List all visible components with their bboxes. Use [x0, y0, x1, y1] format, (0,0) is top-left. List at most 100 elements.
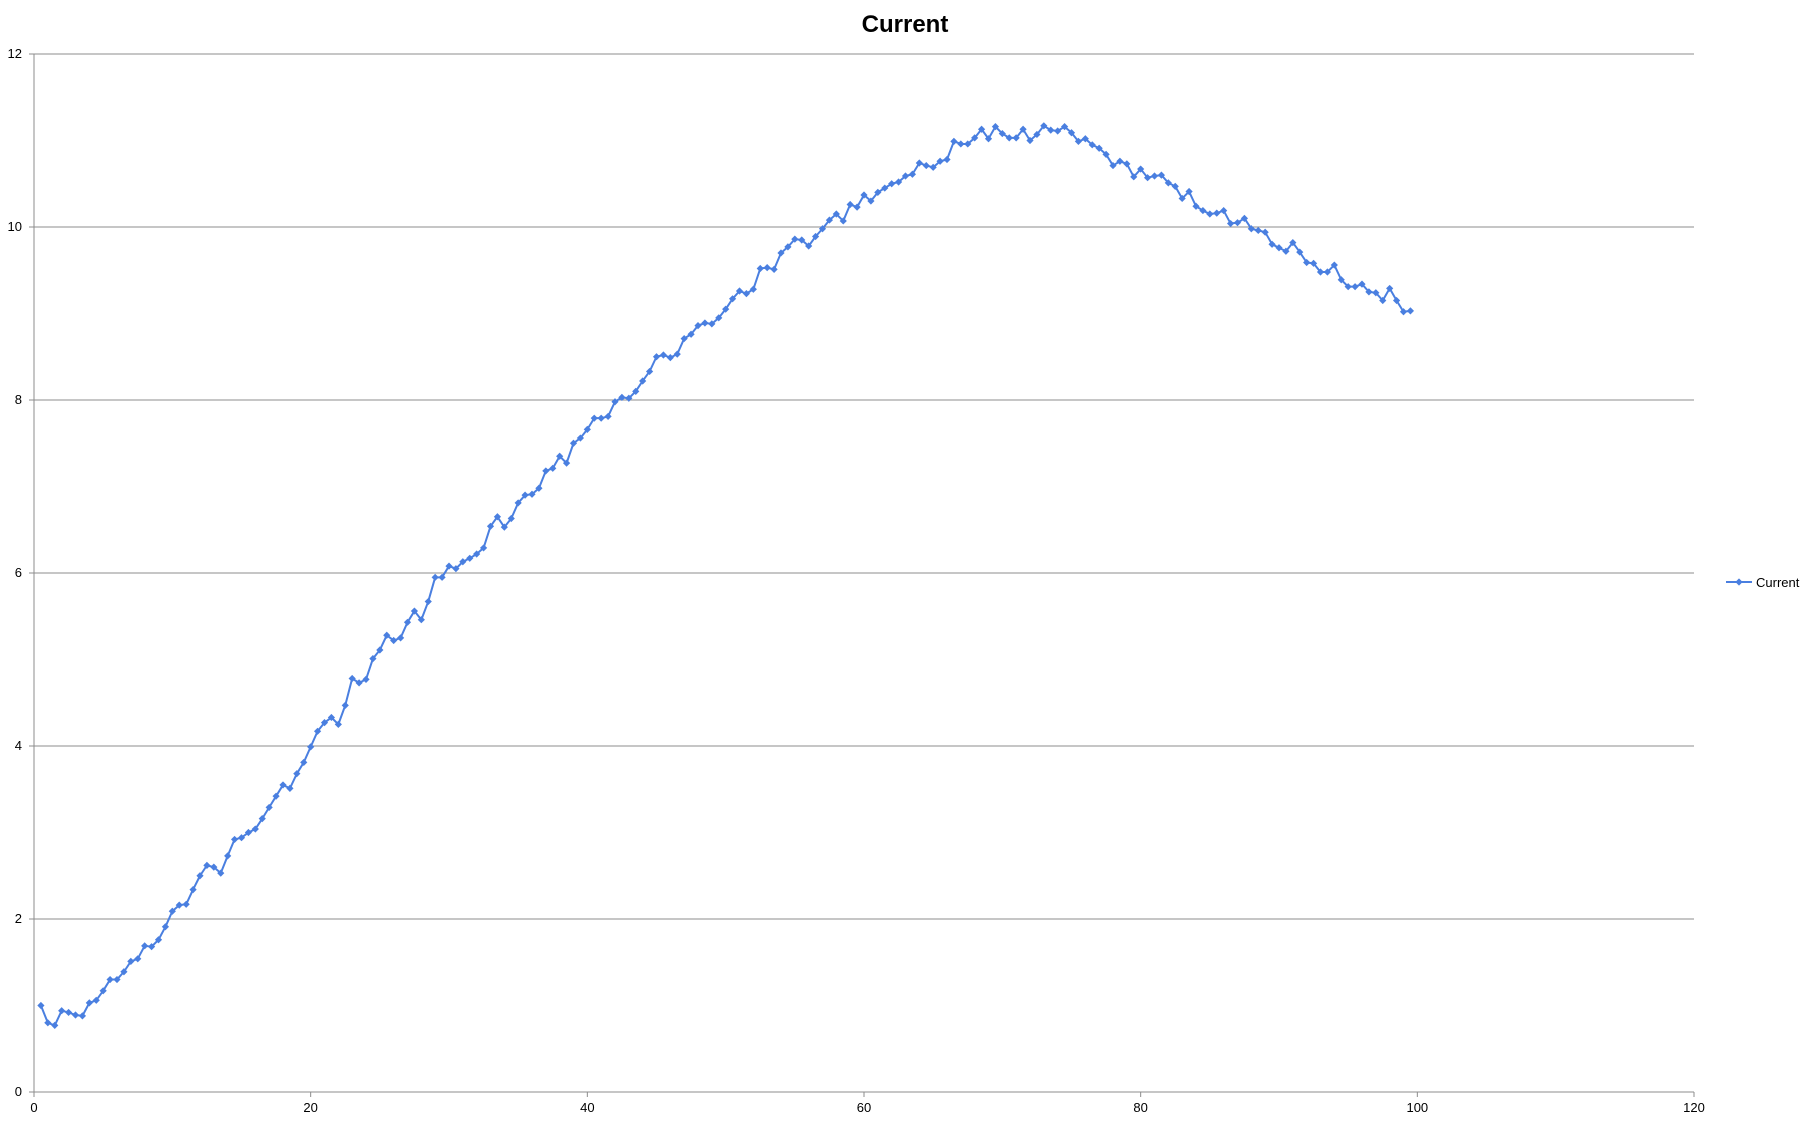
data-point-98 [715, 314, 723, 322]
data-point-35 [279, 781, 287, 789]
data-point-162 [1157, 171, 1166, 179]
data-point-152 [1088, 141, 1096, 149]
data-point-68 [507, 514, 515, 523]
data-point-12 [120, 968, 128, 976]
y-tick-label-0: 0 [15, 1084, 22, 1099]
data-point-19 [168, 907, 176, 915]
data-point-84 [618, 393, 626, 402]
data-point-121 [874, 188, 882, 196]
data-point-175 [1247, 225, 1255, 233]
data-point-24 [203, 861, 211, 869]
data-point-89 [652, 353, 661, 361]
data-point-176 [1254, 226, 1262, 235]
data-point-116 [839, 217, 847, 225]
data-point-69 [514, 499, 522, 507]
data-point-16 [147, 943, 156, 951]
data-point-71 [528, 490, 536, 498]
data-point-41 [320, 719, 329, 727]
data-point-129 [929, 163, 937, 171]
data-point-8 [92, 996, 100, 1004]
data-point-103 [749, 285, 757, 293]
data-point-166 [1185, 187, 1193, 196]
y-tick-label-10: 10 [8, 219, 22, 234]
data-point-150 [1074, 137, 1083, 145]
data-point-13 [127, 957, 135, 965]
data-point-102 [742, 290, 751, 298]
data-point-153 [1095, 144, 1103, 152]
data-point-127 [915, 159, 923, 167]
data-point-189 [1344, 283, 1352, 291]
data-point-156 [1116, 157, 1124, 165]
data-point-18 [161, 923, 170, 931]
data-point-39 [307, 743, 315, 751]
series-current [37, 122, 1415, 1029]
data-point-25 [210, 863, 218, 871]
data-point-109 [791, 235, 799, 243]
data-point-193 [1372, 289, 1380, 297]
data-point-83 [611, 398, 619, 406]
data-point-27 [224, 852, 232, 860]
data-point-94 [687, 330, 695, 338]
data-point-95 [694, 322, 702, 330]
data-point-173 [1233, 219, 1242, 227]
data-point-10 [106, 975, 114, 984]
data-point-82 [604, 412, 612, 421]
data-point-110 [798, 236, 806, 244]
data-point-32 [258, 815, 266, 823]
data-point-167 [1192, 202, 1200, 210]
data-point-97 [708, 320, 716, 328]
data-point-50 [383, 631, 391, 639]
data-point-171 [1220, 206, 1228, 215]
data-point-57 [431, 573, 439, 581]
data-point-34 [272, 792, 280, 800]
data-point-23 [196, 872, 204, 880]
data-point-128 [922, 161, 930, 170]
data-point-46 [355, 679, 363, 687]
data-point-30 [244, 828, 253, 837]
data-point-62 [466, 554, 474, 562]
data-point-182 [1296, 248, 1304, 256]
data-point-183 [1303, 258, 1311, 267]
data-point-111 [805, 242, 813, 250]
data-point-191 [1358, 280, 1366, 288]
data-point-149 [1067, 129, 1076, 137]
data-point-154 [1102, 150, 1110, 158]
data-point-88 [645, 367, 654, 376]
data-point-119 [860, 191, 868, 199]
data-point-114 [825, 216, 834, 224]
data-point-144 [1033, 130, 1041, 139]
data-point-37 [293, 770, 301, 778]
data-point-160 [1143, 174, 1152, 182]
data-point-70 [521, 491, 529, 499]
data-point-17 [154, 936, 163, 944]
data-point-159 [1137, 165, 1145, 173]
data-point-64 [479, 544, 488, 552]
x-tick-label-100: 100 [1406, 1100, 1428, 1115]
data-point-187 [1330, 261, 1338, 269]
data-point-54 [410, 607, 419, 615]
data-point-124 [894, 178, 903, 186]
legend-label: Current [1756, 575, 1800, 590]
data-point-139 [998, 129, 1006, 138]
data-point-131 [943, 155, 951, 164]
data-point-184 [1309, 259, 1318, 267]
data-point-158 [1130, 173, 1138, 181]
y-tick-label-8: 8 [15, 392, 22, 407]
data-point-51 [390, 636, 398, 645]
data-point-143 [1026, 136, 1034, 145]
data-point-15 [141, 942, 149, 950]
data-point-155 [1109, 161, 1117, 170]
data-point-20 [175, 901, 183, 909]
data-point-101 [735, 287, 744, 295]
x-tick-label-80: 80 [1133, 1100, 1147, 1115]
data-point-26 [217, 869, 225, 877]
x-tick-label-20: 20 [303, 1100, 317, 1115]
legend: Current [1726, 575, 1800, 590]
axes [29, 53, 1695, 1097]
data-point-169 [1206, 210, 1214, 218]
data-point-185 [1316, 268, 1325, 276]
data-point-174 [1240, 214, 1249, 222]
data-point-125 [901, 172, 910, 180]
